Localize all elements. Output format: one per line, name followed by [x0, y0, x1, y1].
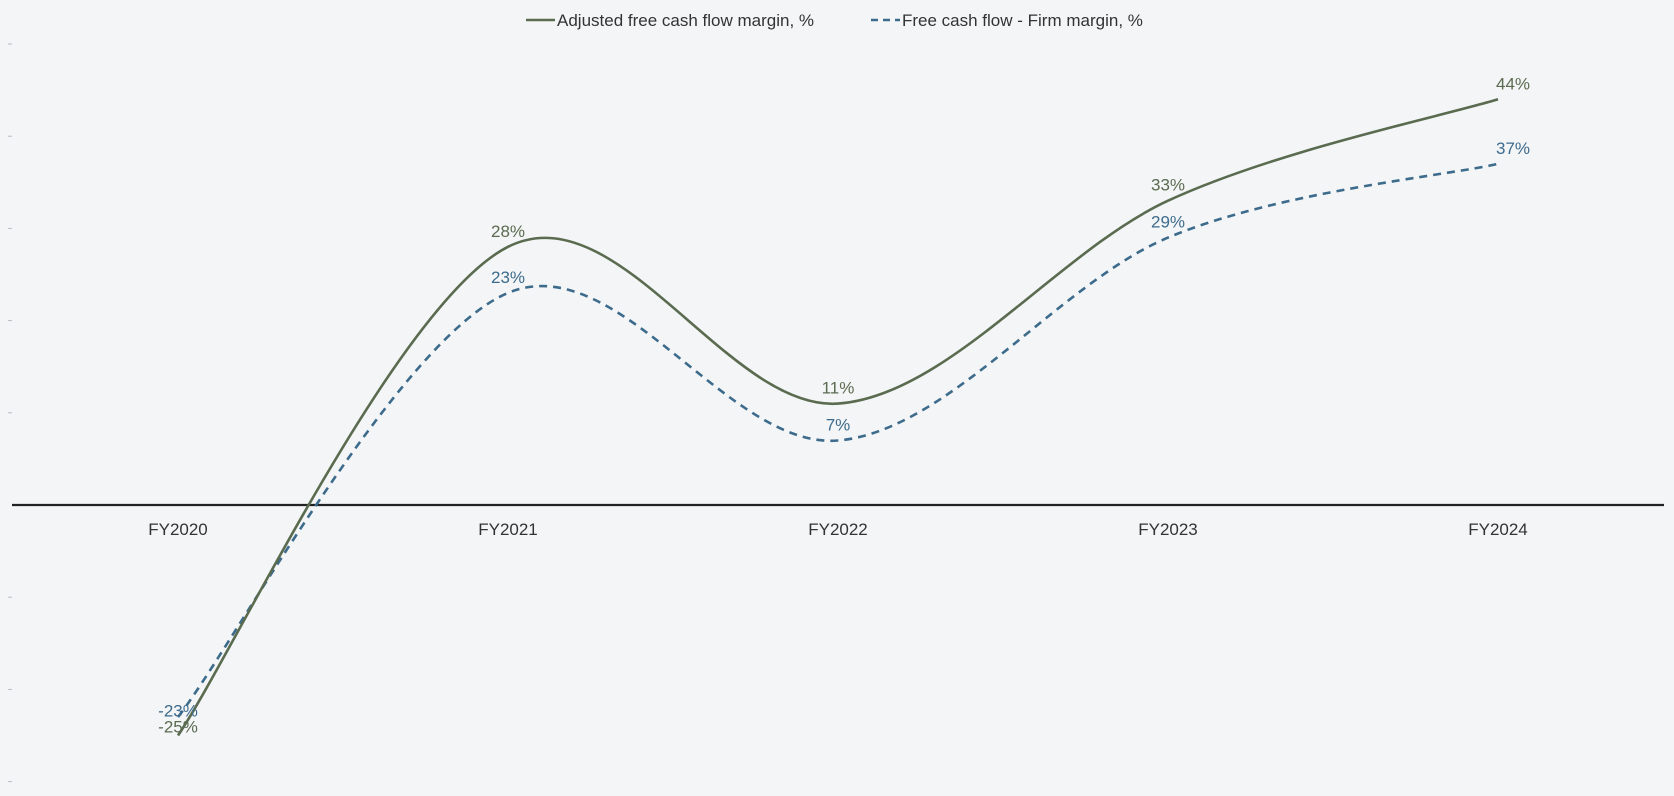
series-line-adjusted-fcf — [176, 98, 1499, 737]
data-label-fcf-firm: -23% — [158, 702, 198, 721]
legend-item-fcf-firm: Free cash flow - Firm margin, % — [871, 11, 1143, 30]
legend-label-fcf-firm: Free cash flow - Firm margin, % — [902, 11, 1143, 30]
data-label-adjusted-fcf: 44% — [1496, 74, 1530, 93]
data-label-adjusted-fcf: 33% — [1151, 176, 1185, 195]
data-label-fcf-firm: 37% — [1496, 139, 1530, 158]
x-axis-tick-labels: FY2020 FY2021 FY2022 FY2023 FY2024 — [148, 520, 1528, 539]
data-label-adjusted-fcf: 11% — [822, 379, 855, 398]
legend: Adjusted free cash flow margin, % Free c… — [526, 11, 1143, 30]
data-label-fcf-firm: 29% — [1151, 213, 1185, 232]
data-label-fcf-firm: 7% — [826, 415, 851, 434]
x-tick-label: FY2024 — [1468, 520, 1528, 539]
legend-label-adjusted-fcf: Adjusted free cash flow margin, % — [557, 11, 814, 30]
series-lines — [176, 98, 1499, 737]
data-label-adjusted-fcf: 28% — [491, 222, 525, 241]
x-tick-label: FY2021 — [478, 520, 538, 539]
y-axis-ticks — [8, 43, 12, 783]
data-label-adjusted-fcf: -25% — [158, 718, 198, 737]
data-labels: -25% 28% 11% 33% 44% -23% 23% 7% 29% 37% — [158, 74, 1530, 736]
series-line-fcf-firm — [176, 162, 1499, 718]
legend-item-adjusted-fcf: Adjusted free cash flow margin, % — [526, 11, 814, 30]
x-tick-label: FY2023 — [1138, 520, 1198, 539]
x-tick-label: FY2020 — [148, 520, 208, 539]
data-label-fcf-firm: 23% — [491, 268, 525, 287]
x-tick-label: FY2022 — [808, 520, 868, 539]
